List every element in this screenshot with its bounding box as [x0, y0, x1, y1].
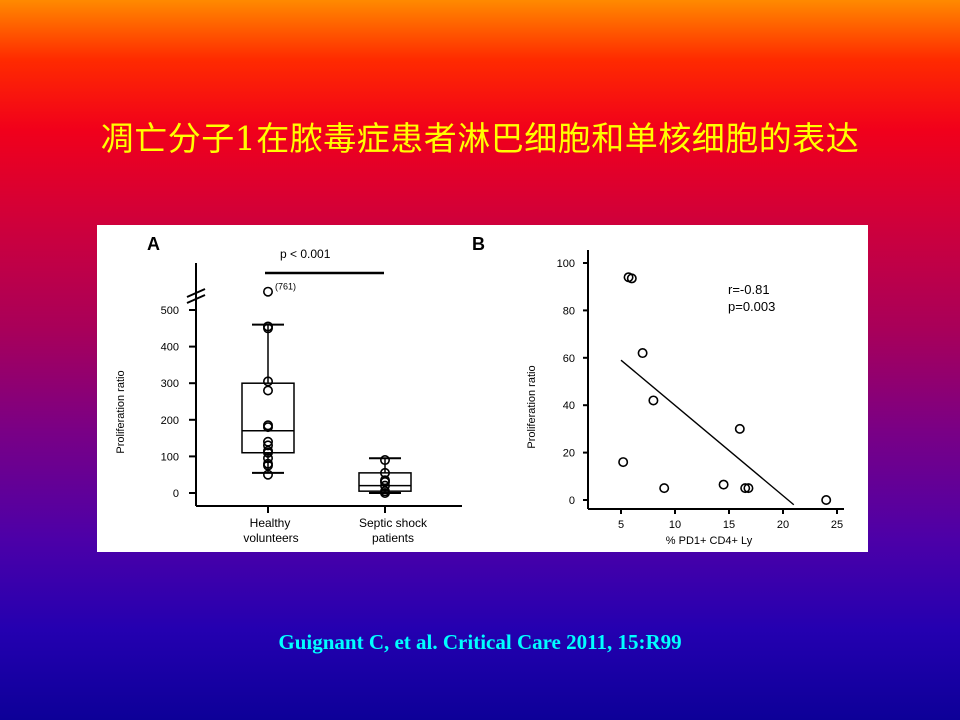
- scatter-point: [618, 457, 629, 468]
- group-1-label-line1: Healthy: [250, 516, 291, 530]
- box-group-2: [358, 455, 412, 498]
- panel-b-x-tick-label: 10: [669, 519, 681, 531]
- panel-b-label: B: [472, 234, 485, 254]
- scatter-point: [734, 423, 745, 434]
- panel-b-xlabel: % PD1+ CD4+ Ly: [666, 535, 753, 547]
- outlier-point: [263, 286, 274, 297]
- data-point: [263, 376, 274, 387]
- box: [358, 472, 412, 492]
- data-point: [379, 475, 390, 486]
- group-1-label-line2: volunteers: [243, 531, 298, 545]
- scatter-point: [626, 273, 637, 284]
- figure-svg: A Proliferation ratio p < 0.001 Healthy …: [115, 234, 844, 547]
- panel-a-ylabel: Proliferation ratio: [115, 370, 127, 453]
- data-point: [263, 436, 274, 447]
- panel-b-y-tick-label: 20: [563, 448, 575, 460]
- scatter-point: [740, 483, 751, 494]
- data-point: [379, 455, 390, 466]
- scatter-point: [821, 494, 832, 505]
- panel-a-label: A: [147, 234, 160, 254]
- data-point: [379, 480, 390, 491]
- slide-title: 凋亡分子1在脓毒症患者淋巴细胞和单核细胞的表达: [100, 119, 860, 158]
- data-point: [263, 440, 274, 451]
- scatter-point: [648, 395, 659, 406]
- group-2-label-line2: patients: [372, 531, 414, 545]
- panel-b-y-tick-label: 40: [563, 400, 575, 412]
- panel-b-y-tick-label: 100: [557, 258, 575, 270]
- panel-b-annotation-r: r=-0.81: [728, 282, 770, 297]
- outlier-label: (761): [275, 282, 296, 292]
- panel-b-ylabel: Proliferation ratio: [526, 365, 538, 448]
- scatter-point: [718, 479, 729, 490]
- panel-a-y-tick-label: 400: [161, 342, 179, 354]
- panel-a-significance: p < 0.001: [280, 247, 331, 261]
- panel-b-annotation-p: p=0.003: [728, 299, 775, 314]
- panel-a-y-tick-label: 100: [161, 451, 179, 463]
- data-point: [263, 453, 274, 464]
- scatter-point: [637, 348, 648, 359]
- panel-b-x-tick-label: 20: [777, 519, 789, 531]
- citation: Guignant C, et al. Critical Care 2011, 1…: [278, 630, 682, 654]
- box-group-1: (761): [241, 282, 296, 480]
- panel-a-y-tick-label: 500: [161, 305, 179, 317]
- figure-panel: A Proliferation ratio p < 0.001 Healthy …: [97, 225, 868, 552]
- panel-b-x-tick-label: 25: [831, 519, 843, 531]
- panel-b-plot: 0 20 40 60 80 100 5 10 15 20 25: [557, 258, 843, 531]
- panel-b-x-tick-label: 15: [723, 519, 735, 531]
- axis-break-mark-2: [186, 294, 206, 304]
- data-point: [263, 420, 274, 431]
- scatter-point: [659, 483, 670, 494]
- panel-b-y-tick-label: 0: [569, 495, 575, 507]
- axis-break-mark-1: [186, 288, 206, 298]
- data-point: [379, 467, 390, 478]
- data-point: [263, 321, 274, 332]
- panel-a-plot: 0 100 200 300 400 500 (761): [161, 282, 412, 513]
- panel-a-y-tick-label: 200: [161, 415, 179, 427]
- data-point: [263, 458, 274, 469]
- data-point: [263, 385, 274, 396]
- panel-a-y-tick-label: 300: [161, 378, 179, 390]
- panel-a-y-tick-label: 0: [173, 488, 179, 500]
- regression-line: [620, 359, 795, 506]
- box: [241, 382, 295, 454]
- panel-b-x-tick-label: 5: [618, 519, 624, 531]
- scatter-point: [743, 483, 754, 494]
- group-2-label-line1: Septic shock: [359, 516, 428, 530]
- panel-b-y-tick-label: 60: [563, 353, 575, 365]
- panel-b-y-tick-label: 80: [563, 305, 575, 317]
